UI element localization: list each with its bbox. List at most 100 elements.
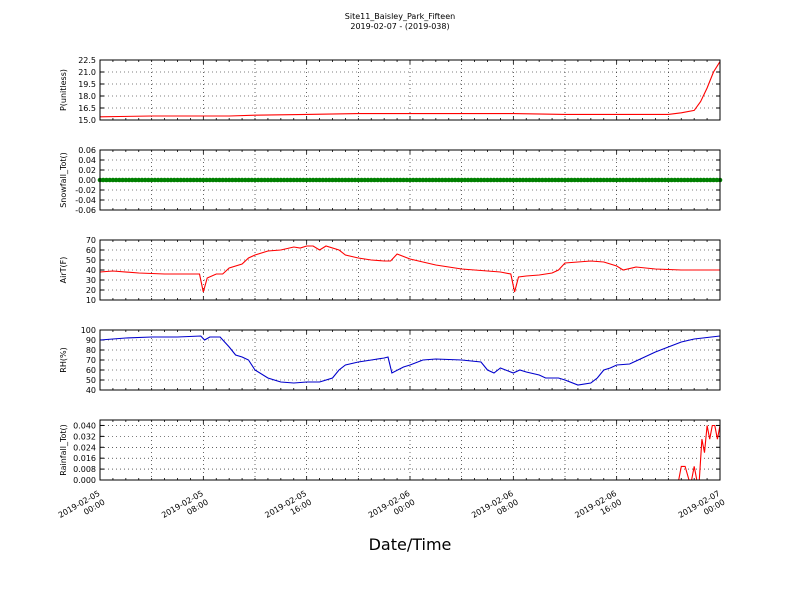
data-point [485,177,490,183]
data-point [233,177,238,183]
data-point [349,177,355,183]
data-point [249,177,255,183]
data-point [646,177,652,183]
data-point [446,177,452,183]
data-point [326,177,332,183]
data-point [627,177,632,183]
data-point [711,177,716,183]
y-tick-label: 40 [86,386,96,395]
x-axis-label: Date/Time [369,535,452,554]
data-point [472,177,477,183]
data-point [527,177,532,183]
data-point [191,177,196,183]
data-point [175,177,180,183]
data-point [223,177,229,183]
data-point [330,177,335,183]
data-point [113,177,119,183]
data-point [439,177,445,183]
series-line [99,245,720,293]
data-point [488,177,494,183]
data-point [685,177,691,183]
y-tick-label: 0.008 [73,465,96,474]
data-point [536,177,542,183]
data-point [207,177,213,183]
data-point [456,177,461,183]
data-point [362,177,368,183]
data-point [688,177,694,183]
data-point [520,177,526,183]
data-point [423,177,429,183]
data-point [701,177,707,183]
y-tick-label: 40 [86,266,96,275]
y-tick-label: 19.5 [78,80,96,89]
data-point [630,177,636,183]
data-point [565,177,571,183]
data-point [288,177,293,183]
data-point [243,177,248,183]
data-point [139,177,145,183]
data-point [598,177,603,183]
y-tick-label: 0.016 [73,454,96,463]
data-point [659,177,665,183]
data-point [556,177,561,183]
data-point [611,177,616,183]
series-line [99,61,721,118]
data-point [601,177,607,183]
data-point [443,177,448,183]
data-point [517,177,523,183]
y-tick-label: 0.04 [78,156,96,165]
y-axis-label: Snowfall_Tot() [59,152,68,208]
data-point [252,177,258,183]
y-tick-label: 18.0 [78,92,96,101]
y-tick-label: -0.04 [75,196,96,205]
data-point [368,177,374,183]
data-point [181,177,187,183]
data-point [197,177,203,183]
y-tick-label: 21.0 [78,68,96,77]
data-point [494,177,500,183]
data-point [356,177,361,183]
data-point [301,177,306,183]
panel-5: 0.040 0.032 0.024 0.016 0.008 0.000 Rainfall_T… [59,419,721,485]
data-point [449,177,455,183]
series-markers [97,177,723,183]
data-point [452,177,458,183]
data-point [281,177,287,183]
axes-frame [99,329,721,391]
panel-2: 0.060.040.020.00-0.02-0.04-0.06 Snowfall_… [59,146,723,215]
data-point [152,177,158,183]
data-point [268,177,274,183]
y-tick-label: 30 [86,276,96,285]
data-point [678,177,684,183]
data-point [297,177,303,183]
data-point [385,177,390,183]
data-point [462,177,468,183]
data-point [107,177,112,183]
data-point [220,177,226,183]
data-point [404,177,410,183]
data-point [126,177,132,183]
data-point [617,177,623,183]
data-point [682,177,687,183]
chart-title: Site11_Baisley_Park_Fifteen [345,12,455,21]
data-point [159,177,164,183]
data-point [365,177,371,183]
data-point [481,177,487,183]
y-tick-label: -0.02 [75,186,96,195]
data-point [498,177,503,183]
data-point [656,177,661,183]
y-tick-label: 20 [86,286,96,295]
data-point [104,177,109,183]
data-point [588,177,594,183]
y-tick-label: 22.5 [78,56,96,65]
axes-frame [99,149,721,211]
data-point [372,177,377,183]
data-point [649,177,655,183]
data-point [398,177,403,183]
data-point [133,177,138,183]
data-point [553,177,558,183]
data-point [320,177,326,183]
data-point [691,177,697,183]
data-point [171,177,177,183]
